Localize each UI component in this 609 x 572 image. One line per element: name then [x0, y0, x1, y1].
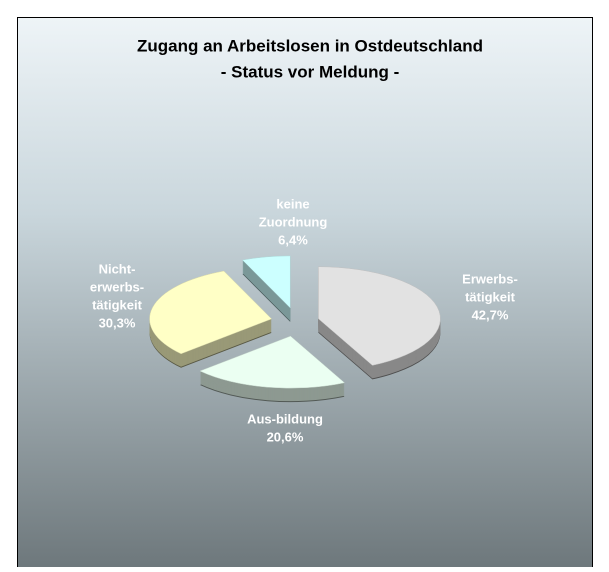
slice	[199, 335, 346, 389]
slice	[318, 266, 441, 366]
value-label: 30,3%	[99, 315, 136, 330]
chart-subtitle: - Status vor Meldung -	[221, 62, 400, 81]
slice	[241, 255, 291, 309]
value-label: 6,4%	[278, 232, 308, 247]
value-label: 42,7%	[472, 307, 509, 322]
plot-area	[17, 17, 593, 572]
value-label: 20,6%	[267, 429, 304, 444]
slice-label: keine	[276, 196, 309, 211]
slice-label: Aus-bildung	[247, 411, 323, 426]
chart-title: Zugang an Arbeitslosen in Ostdeutschland	[137, 36, 483, 55]
slice	[149, 270, 273, 355]
slice-label: Erwerbs-	[462, 271, 518, 286]
slice-label: erwerbs-	[90, 279, 144, 294]
slice-label: Zuordnung	[259, 214, 328, 229]
slice-label: tätigkeit	[465, 289, 516, 304]
slice-label: Nicht-	[99, 261, 136, 276]
slice-label: tätigkeit	[92, 297, 143, 312]
